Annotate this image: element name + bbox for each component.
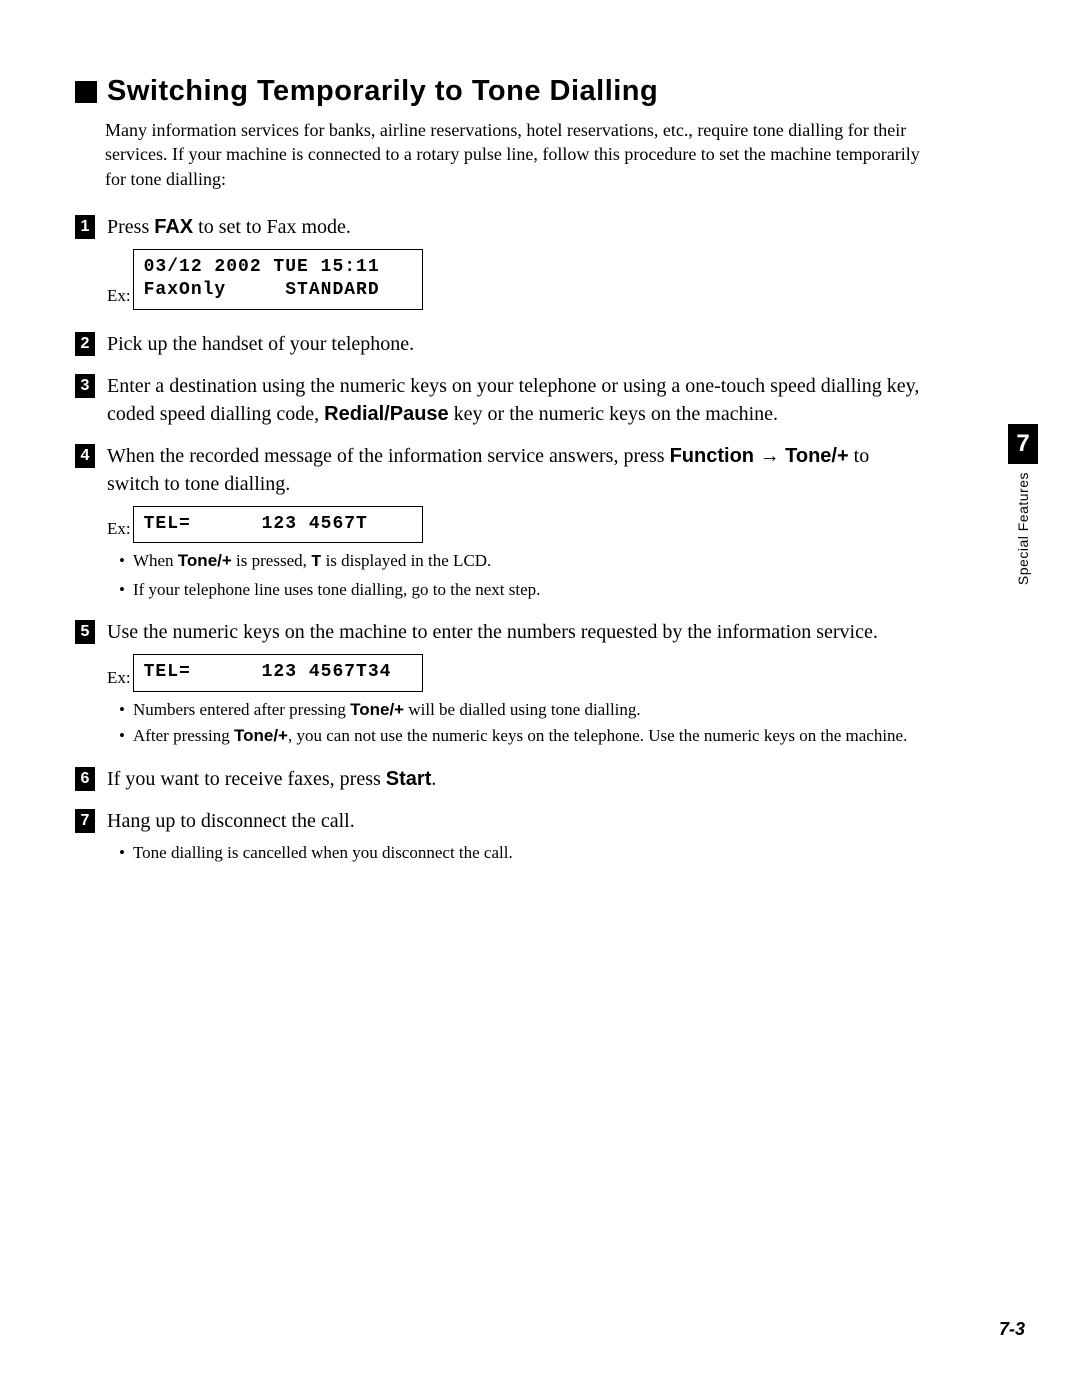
key-label: Tone/+ xyxy=(234,726,288,745)
note-item: Numbers entered after pressing Tone/+ wi… xyxy=(119,698,925,723)
step-4: 4 When the recorded message of the infor… xyxy=(75,442,925,605)
note-text: , you can not use the numeric keys on th… xyxy=(288,726,907,745)
intro-paragraph: Many information services for banks, air… xyxy=(105,118,925,191)
lcd-example: Ex: TEL= 123 4567T34 xyxy=(107,654,925,691)
step-number-icon: 6 xyxy=(75,767,95,791)
step-1: 1 Press FAX to set to Fax mode. Ex: 03/1… xyxy=(75,213,925,316)
step-number-icon: 3 xyxy=(75,374,95,398)
note-text: is pressed, xyxy=(232,551,311,570)
chapter-tab: 7 Special Features xyxy=(1008,424,1038,585)
note-item: When Tone/+ is pressed, T is displayed i… xyxy=(119,549,925,576)
step-number-icon: 2 xyxy=(75,332,95,356)
step-text: to set to Fax mode. xyxy=(193,216,351,238)
step-text: Use the numeric keys on the machine to e… xyxy=(107,621,878,643)
key-label: Redial/Pause xyxy=(324,403,449,425)
step-text: . xyxy=(431,768,436,790)
key-label: Tone/+ xyxy=(350,700,404,719)
step-notes: When Tone/+ is pressed, T is displayed i… xyxy=(119,549,925,602)
note-text: Numbers entered after pressing xyxy=(133,700,350,719)
note-text: When xyxy=(133,551,178,570)
step-body: Enter a destination using the numeric ke… xyxy=(107,372,925,428)
step-text: When the recorded message of the informa… xyxy=(107,445,670,467)
step-text: Hang up to disconnect the call. xyxy=(107,810,355,832)
step-body: Hang up to disconnect the call. Tone dia… xyxy=(107,807,925,868)
arrow-icon: → xyxy=(754,445,785,467)
step-text: Press xyxy=(107,216,154,238)
example-label: Ex: xyxy=(107,284,131,308)
section-heading-row: Switching Temporarily to Tone Dialling xyxy=(75,75,925,108)
lcd-display: 03/12 2002 TUE 15:11 FaxOnly STANDARD xyxy=(133,249,423,310)
lcd-example: Ex: TEL= 123 4567T xyxy=(107,506,925,543)
step-5: 5 Use the numeric keys on the machine to… xyxy=(75,618,925,751)
mono-char: T xyxy=(311,553,321,572)
note-text: will be dialled using tone dialling. xyxy=(404,700,641,719)
note-item: After pressing Tone/+, you can not use t… xyxy=(119,724,925,749)
step-body: Use the numeric keys on the machine to e… xyxy=(107,618,925,751)
section-heading: Switching Temporarily to Tone Dialling xyxy=(107,75,658,108)
step-number-icon: 5 xyxy=(75,620,95,644)
step-7: 7 Hang up to disconnect the call. Tone d… xyxy=(75,807,925,868)
step-body: If you want to receive faxes, press Star… xyxy=(107,765,925,793)
page-number: 7-3 xyxy=(999,1319,1025,1340)
step-text: If you want to receive faxes, press xyxy=(107,768,386,790)
step-body: When the recorded message of the informa… xyxy=(107,442,925,605)
key-label: Start xyxy=(386,768,432,790)
note-item: If your telephone line uses tone diallin… xyxy=(119,578,925,603)
lcd-example: Ex: 03/12 2002 TUE 15:11 FaxOnly STANDAR… xyxy=(107,249,925,310)
example-label: Ex: xyxy=(107,517,131,541)
chapter-label: Special Features xyxy=(1015,472,1031,585)
step-number-icon: 1 xyxy=(75,215,95,239)
lcd-display: TEL= 123 4567T xyxy=(133,506,423,543)
step-number-icon: 7 xyxy=(75,809,95,833)
step-2: 2 Pick up the handset of your telephone. xyxy=(75,330,925,358)
step-notes: Tone dialling is cancelled when you disc… xyxy=(119,841,925,866)
note-text: is displayed in the LCD. xyxy=(321,551,491,570)
key-label: Function xyxy=(670,445,754,467)
lcd-display: TEL= 123 4567T34 xyxy=(133,654,423,691)
example-label: Ex: xyxy=(107,666,131,690)
chapter-number: 7 xyxy=(1008,424,1038,464)
note-item: Tone dialling is cancelled when you disc… xyxy=(119,841,925,866)
step-6: 6 If you want to receive faxes, press St… xyxy=(75,765,925,793)
key-label: FAX xyxy=(154,216,193,238)
step-text: key or the numeric keys on the machine. xyxy=(449,403,778,425)
note-text: After pressing xyxy=(133,726,234,745)
key-label: Tone/+ xyxy=(785,445,849,467)
step-number-icon: 4 xyxy=(75,444,95,468)
heading-marker-icon xyxy=(75,81,97,103)
key-label: Tone/+ xyxy=(178,551,232,570)
step-body: Press FAX to set to Fax mode. Ex: 03/12 … xyxy=(107,213,925,316)
step-3: 3 Enter a destination using the numeric … xyxy=(75,372,925,428)
step-body: Pick up the handset of your telephone. xyxy=(107,330,925,358)
step-notes: Numbers entered after pressing Tone/+ wi… xyxy=(119,698,925,749)
